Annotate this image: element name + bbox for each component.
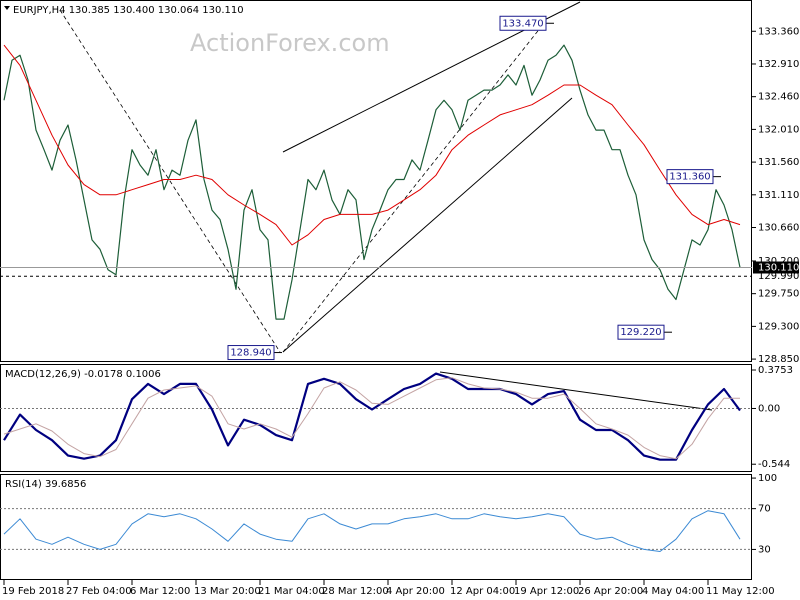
panel-title: EURJPY,H4 130.385 130.400 130.064 130.11… <box>13 5 244 16</box>
y-tick-label: 129.300 <box>758 321 799 332</box>
panel-frame <box>0 474 752 580</box>
annotation-label: 133.470 <box>502 18 543 29</box>
level-label: 129.990 <box>758 271 799 282</box>
trend-line <box>282 97 573 353</box>
series-group <box>3 372 741 461</box>
series-line <box>3 44 741 320</box>
current-price-label: 130.110 <box>758 263 799 274</box>
annotation-box <box>666 169 714 185</box>
x-tick-label: 28 Mar 12:00 <box>322 586 389 597</box>
watermark: ActionForex.com <box>190 29 390 57</box>
x-tick-label: 27 Feb 04:00 <box>66 586 132 597</box>
trend-line <box>439 371 713 411</box>
y-tick-label: -0.544 <box>758 459 790 470</box>
y-tick-label: 133.360 <box>758 26 799 37</box>
y-tick-label: 100 <box>758 473 777 484</box>
x-tick-label: 21 Mar 04:00 <box>258 586 325 597</box>
x-tick-label: 13 Mar 20:00 <box>194 586 261 597</box>
y-tick-label: 130.200 <box>758 256 799 267</box>
menu-icon <box>4 6 10 10</box>
x-tick-label: 19 Feb 2018 <box>2 586 64 597</box>
y-tick-label: 132.910 <box>758 59 799 70</box>
x-tick-label: 11 May 12:00 <box>706 586 775 597</box>
x-tick-label: 19 Apr 12:00 <box>514 586 579 597</box>
series-group <box>3 510 741 552</box>
panel-frame <box>0 0 752 362</box>
series-line <box>3 44 741 246</box>
y-tick-label: 30 <box>758 544 771 555</box>
series-line <box>3 372 741 461</box>
series-line <box>3 377 740 460</box>
trend-line <box>282 21 546 353</box>
y-tick-label: 128.850 <box>758 354 799 365</box>
y-tick-label: 0.00 <box>758 403 780 414</box>
annotation-label: 128.940 <box>230 348 271 359</box>
y-tick-label: 0.3753 <box>758 365 793 376</box>
annotation-label: 129.220 <box>620 327 661 338</box>
x-tick-label: 4 Apr 20:00 <box>386 586 445 597</box>
y-tick-label: 70 <box>758 504 771 515</box>
series-line <box>3 510 741 552</box>
y-tick-label: 131.110 <box>758 190 799 201</box>
y-tick-label: 132.460 <box>758 92 799 103</box>
x-tick-label: 6 Mar 12:00 <box>130 586 190 597</box>
annotation-box <box>499 15 547 31</box>
y-tick-label: 130.660 <box>758 223 799 234</box>
x-tick-label: 4 May 04:00 <box>642 586 704 597</box>
panel-frame <box>0 364 752 472</box>
annotation-box <box>227 345 275 361</box>
panel-title: MACD(12,26,9) -0.0178 0.1006 <box>5 369 161 380</box>
annotation-label: 131.360 <box>669 172 710 183</box>
trend-line <box>59 9 281 353</box>
series-group <box>3 44 741 320</box>
annotation-box <box>617 324 665 340</box>
panel-title: RSI(14) 39.6856 <box>5 479 86 490</box>
x-tick-label: 26 Apr 20:00 <box>578 586 643 597</box>
y-tick-label: 132.010 <box>758 124 799 135</box>
y-tick-label: 129.750 <box>758 289 799 300</box>
current-price-tag <box>753 261 799 274</box>
x-tick-label: 12 Apr 04:00 <box>450 586 515 597</box>
y-tick-label: 131.560 <box>758 157 799 168</box>
